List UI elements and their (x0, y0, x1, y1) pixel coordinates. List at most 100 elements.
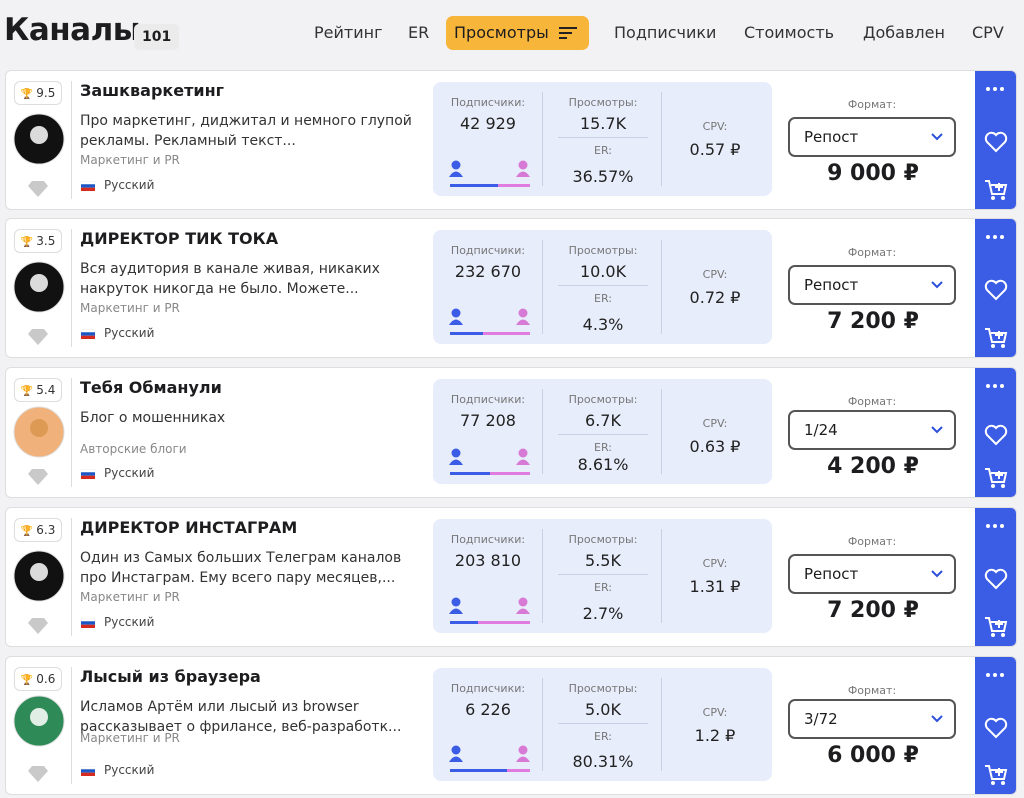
male-share-bar (450, 332, 483, 335)
favorite-button[interactable] (984, 424, 1008, 446)
rating-badge: 🏆 5.4 (14, 378, 62, 402)
male-share-bar (450, 621, 478, 624)
cart-button[interactable] (983, 465, 1009, 491)
price: 4 200 ₽ (827, 454, 919, 479)
gender-bar (450, 332, 530, 335)
chevron (931, 570, 943, 578)
stat-label: Просмотры: (568, 244, 638, 257)
format-select[interactable]: Репост (788, 554, 956, 594)
male-share-bar (450, 184, 498, 187)
channel-language: Русский (104, 763, 155, 777)
price: 6 000 ₽ (827, 743, 919, 768)
gender-icons (449, 308, 530, 325)
format-select[interactable]: 1/24 (788, 410, 956, 450)
cpv-value: 1.2 ₽ (694, 726, 736, 745)
format-select[interactable]: 3/72 (788, 699, 956, 739)
sort-tab[interactable]: ER (408, 23, 430, 42)
gender-icons (449, 745, 530, 762)
avatar (13, 406, 65, 458)
views-value: 6.7K (585, 411, 621, 430)
stat-label: CPV: (702, 268, 728, 281)
channel-count: 101 (134, 24, 180, 50)
channel-card: 🏆 3.5 ДИРЕКТОР ТИК ТОКА Вся аудитория в ка… (5, 218, 1017, 358)
sort-tab[interactable]: Просмотры (446, 16, 589, 50)
cpv-value: 0.72 ₽ (689, 288, 741, 307)
channel-category: Авторские блоги (80, 442, 187, 456)
sort-tab[interactable]: Стоимость (744, 23, 835, 42)
channel-name[interactable]: ДИРЕКТОР ТИК ТОКА (80, 229, 279, 248)
divider (542, 529, 543, 623)
subscribers-value: 232 670 (454, 262, 522, 281)
channel-category: Маркетинг и PR (80, 590, 180, 604)
er-value: 8.61% (577, 455, 629, 474)
stat-label: ER: (594, 144, 612, 157)
er-value: 2.7% (582, 604, 624, 623)
channel-description: Про маркетинг, диджитал и немного глупой… (80, 113, 412, 149)
favorite-button[interactable] (984, 568, 1008, 590)
stats-panel: Подписчики: 42 929 Просмотры: 15.7K ER: 36.57… (433, 82, 772, 196)
divider (71, 81, 72, 199)
favorite-button[interactable] (984, 279, 1008, 301)
chevron (931, 715, 943, 723)
favorite-button[interactable] (984, 131, 1008, 153)
rating-badge: 🏆 0.6 (14, 667, 62, 691)
channel-name[interactable]: Тебя Обманули (80, 378, 222, 397)
cart-button[interactable] (983, 762, 1009, 788)
more-button[interactable] (983, 518, 1007, 534)
channel-card: 🏆 5.4 Тебя Обманули Блог о мошенниках Автор… (5, 367, 1017, 498)
diamond-icon (28, 329, 48, 345)
male-share-bar (450, 769, 507, 772)
sort-tab[interactable]: Подписчики (614, 23, 717, 42)
format-select[interactable]: Репост (788, 117, 956, 157)
gender-bar (450, 621, 530, 624)
price: 7 200 ₽ (827, 309, 919, 334)
more-button[interactable] (983, 229, 1007, 245)
divider (71, 667, 72, 784)
sort-tab[interactable]: CPV (972, 23, 1004, 42)
action-strip (975, 657, 1016, 794)
format-label: Формат: (847, 535, 897, 548)
action-strip (975, 219, 1016, 357)
more-button[interactable] (983, 378, 1007, 394)
divider (558, 574, 648, 575)
channel-description: Один из Самых больших Телеграм каналов п… (80, 550, 402, 586)
stats-panel: Подписчики: 6 226 Просмотры: 5.0K ER: 80.31% C… (433, 668, 772, 781)
views-value: 10.0K (579, 262, 627, 281)
rating-badge: 🏆 3.5 (14, 229, 62, 253)
stat-label: Просмотры: (568, 682, 638, 695)
gender-bar (450, 769, 530, 772)
cpv-value: 0.57 ₽ (689, 140, 741, 159)
format-label: Формат: (847, 246, 897, 259)
more-button[interactable] (983, 667, 1007, 683)
flag-icon (81, 329, 95, 339)
stat-label: CPV: (702, 417, 728, 430)
channel-name[interactable]: ДИРЕКТОР ИНСТАГРАМ (80, 518, 298, 537)
sort-tab[interactable]: Рейтинг (314, 23, 383, 42)
gender-bar (450, 184, 530, 187)
cart-button[interactable] (983, 614, 1009, 640)
diamond-icon (28, 469, 48, 485)
stat-label: ER: (594, 730, 612, 743)
favorite-button[interactable] (984, 717, 1008, 739)
sort-tab[interactable]: Добавлен (863, 23, 945, 42)
format-select[interactable]: Репост (788, 265, 956, 305)
stat-label: Подписчики: (450, 393, 526, 406)
cart-button[interactable] (983, 325, 1009, 351)
channel-description: Исламов Артём или лысый из browser расск… (80, 699, 402, 735)
stat-label: CPV: (702, 706, 728, 719)
stat-label: ER: (594, 292, 612, 305)
rating-badge: 🏆 6.3 (14, 518, 62, 542)
divider (542, 92, 543, 186)
more-button[interactable] (983, 81, 1007, 97)
divider (558, 723, 648, 724)
cart-button[interactable] (983, 177, 1009, 203)
action-strip (975, 508, 1016, 646)
views-value: 5.0K (585, 700, 621, 719)
stat-label: Подписчики: (450, 533, 526, 546)
flag-icon (81, 766, 95, 776)
channel-name[interactable]: Зашкваркетинг (80, 81, 224, 100)
flag-icon (81, 618, 95, 628)
sort-icon (558, 27, 577, 39)
channel-name[interactable]: Лысый из браузера (80, 667, 261, 686)
divider (558, 285, 648, 286)
